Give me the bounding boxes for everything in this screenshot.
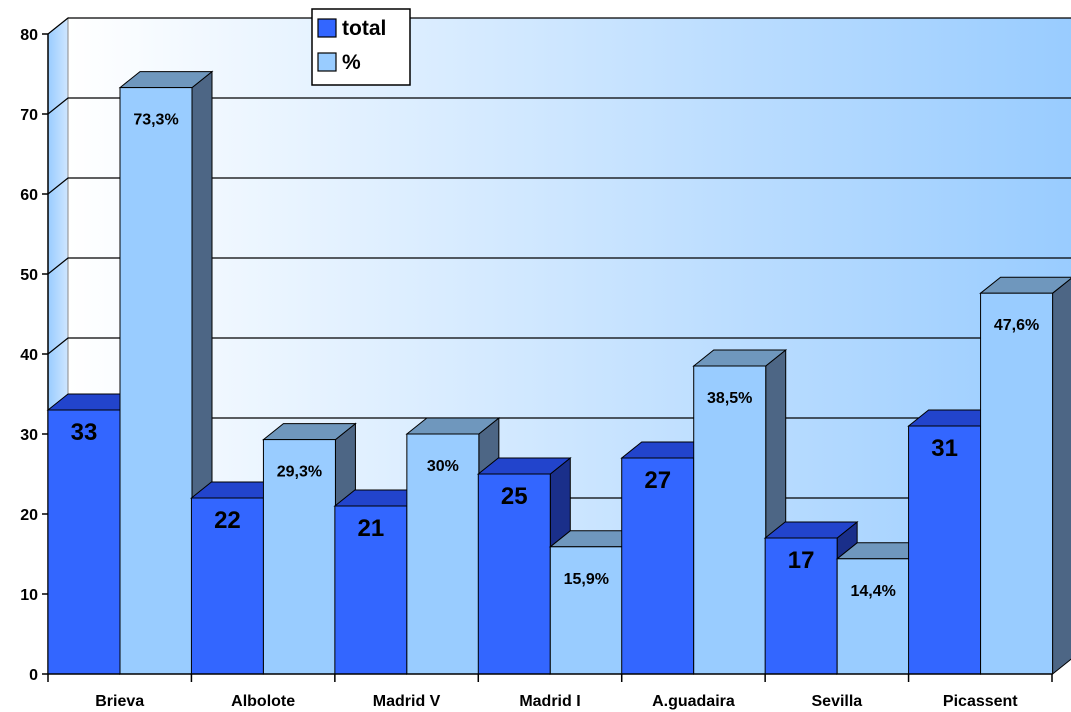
y-tick-label: 20 (20, 507, 38, 524)
x-tick-label: A.guadaira (652, 693, 735, 710)
legend-swatch (317, 18, 337, 38)
bar-front (980, 292, 1054, 675)
data-label: 29,3% (277, 464, 322, 481)
data-label: 33 (71, 419, 98, 446)
bar-front (621, 457, 695, 675)
legend-label: total (342, 17, 386, 40)
legend: total% (311, 8, 411, 86)
bar-front (549, 546, 623, 675)
y-tick-label: 30 (20, 427, 38, 444)
data-label: 22 (214, 507, 241, 534)
y-tick-label: 10 (20, 587, 38, 604)
bar-front (908, 425, 982, 675)
x-axis: Brieva Albolote Madrid V Madrid I A.guadaira… (47, 673, 1053, 710)
bar-front (836, 558, 910, 675)
x-tick-label: Picassent (943, 693, 1018, 710)
data-label: 30% (427, 458, 459, 475)
y-tick-label: 80 (20, 27, 38, 44)
x-tick-label: Brieva (95, 693, 144, 710)
x-tick-label: Sevilla (812, 693, 863, 710)
bar-percent-picassent (979, 276, 1071, 676)
x-tick-label: Albolote (231, 693, 295, 710)
x-tick-label: Madrid I (519, 693, 580, 710)
data-label: 31 (931, 435, 958, 462)
bar-front (262, 439, 336, 675)
data-label: 17 (788, 547, 815, 574)
gridline (47, 17, 1071, 35)
bar-front (764, 537, 838, 675)
y-tick-label: 50 (20, 267, 38, 284)
y-axis: 0 10 20 30 40 50 60 70 80 (20, 27, 49, 684)
y-tick-label: 40 (20, 347, 38, 364)
bar-front (334, 505, 408, 675)
bar-front (693, 365, 767, 675)
data-label: 25 (501, 483, 528, 510)
data-label: 27 (644, 467, 671, 494)
data-label: 21 (358, 515, 385, 542)
bar-front (190, 497, 264, 675)
gridline (47, 97, 1071, 115)
data-label: 38,5% (707, 390, 752, 407)
gridline (47, 257, 1071, 275)
bar-side (1052, 277, 1071, 676)
bar-front (119, 87, 193, 675)
bar-front (47, 409, 121, 675)
data-label: 47,6% (994, 317, 1039, 334)
legend-label: % (342, 51, 361, 74)
gridline (47, 177, 1071, 195)
y-tick-label: 0 (29, 667, 38, 684)
bars: 33 73,3% 22 29,3% 21 30% 25 15,9% 27 38,5% 17 14,4%… (46, 70, 1071, 676)
x-tick-label: Madrid V (373, 693, 441, 710)
bar-front (477, 473, 551, 675)
y-tick-label: 60 (20, 187, 38, 204)
data-label: 14,4% (850, 583, 895, 600)
legend-swatch (317, 52, 337, 72)
gridline (47, 337, 1071, 355)
data-label: 15,9% (564, 571, 609, 588)
y-tick-label: 70 (20, 107, 38, 124)
data-label: 73,3% (133, 112, 178, 129)
